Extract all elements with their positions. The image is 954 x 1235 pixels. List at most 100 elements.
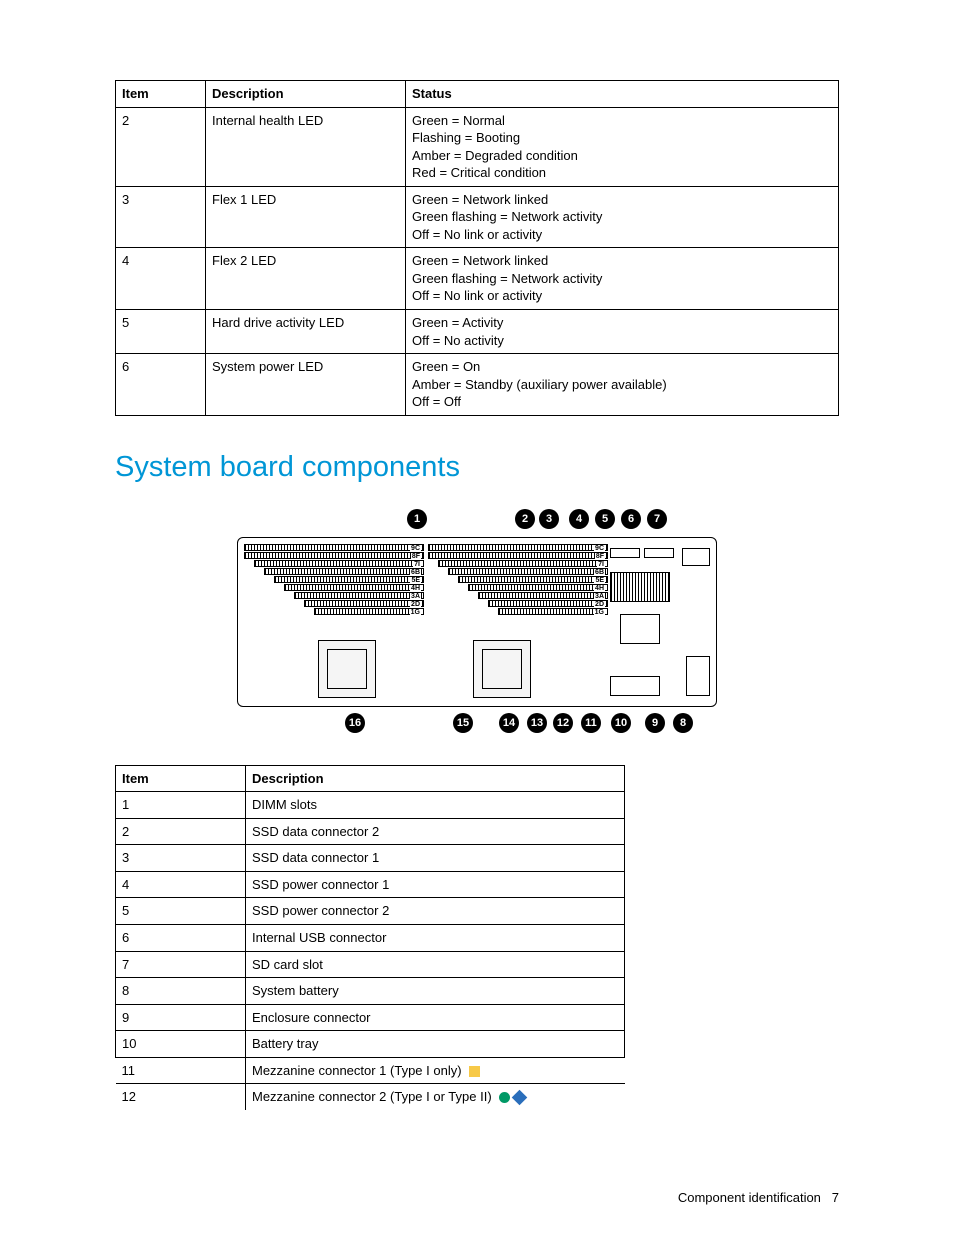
dimm-label: 8F: [595, 553, 605, 560]
callout-5: 5: [595, 509, 615, 529]
dimm-label: 8F: [411, 553, 421, 560]
dimm-slot-row: 2D: [304, 600, 424, 607]
callout-8: 8: [673, 713, 693, 733]
dimm-label: 1G: [594, 609, 605, 616]
table2-header-item: Item: [116, 765, 246, 792]
dimm-slot-row: 4H: [468, 584, 608, 591]
cell-desc: SSD power connector 2: [246, 898, 625, 925]
callout-4: 4: [569, 509, 589, 529]
cell-desc: Internal health LED: [206, 107, 406, 186]
table-row: 6Internal USB connector: [116, 925, 625, 952]
table-row: 5SSD power connector 2: [116, 898, 625, 925]
cell-item: 2: [116, 107, 206, 186]
cell-desc: Hard drive activity LED: [206, 310, 406, 354]
cell-desc: Flex 2 LED: [206, 248, 406, 310]
table-row: 2Internal health LEDGreen = NormalFlashi…: [116, 107, 839, 186]
dimm-slot-row: 2D: [488, 600, 608, 607]
cpu-socket-1: [318, 640, 376, 698]
dimm-slot-row: 4H: [284, 584, 424, 591]
table-row: 11Mezzanine connector 1 (Type I only): [116, 1057, 625, 1084]
cell-desc: System battery: [246, 978, 625, 1005]
dimm-label: 6B: [594, 569, 605, 576]
system-board-diagram: 1234567 9C8F7I6B5E4H3A2D1G 9C8F7I6B5E4H3…: [237, 509, 717, 735]
circle-icon: [499, 1092, 510, 1103]
dimm-label: 6B: [410, 569, 421, 576]
table-row: 1DIMM slots: [116, 792, 625, 819]
dimm-slot-row: 8F: [428, 552, 608, 559]
cell-desc: DIMM slots: [246, 792, 625, 819]
cell-status: Green = NormalFlashing = BootingAmber = …: [406, 107, 839, 186]
dimm-slot-row: 6B: [448, 568, 608, 575]
footer-page: 7: [832, 1190, 839, 1205]
table-row: 2SSD data connector 2: [116, 818, 625, 845]
components-table: Item Description 1DIMM slots 2SSD data c…: [115, 765, 625, 1110]
cell-item: 5: [116, 310, 206, 354]
dimm-slot-row: 1G: [314, 608, 424, 615]
callout-6: 6: [621, 509, 641, 529]
dimm-label: 4H: [594, 585, 605, 592]
table-row: 4Flex 2 LEDGreen = Network linkedGreen f…: [116, 248, 839, 310]
cell-desc: SSD data connector 2: [246, 818, 625, 845]
board-outline: 9C8F7I6B5E4H3A2D1G 9C8F7I6B5E4H3A2D1G: [237, 537, 717, 707]
cell-desc: SD card slot: [246, 951, 625, 978]
table1-header-item: Item: [116, 81, 206, 108]
callout-16: 16: [345, 713, 365, 733]
dimm-label: 9C: [410, 545, 421, 552]
callout-11: 11: [581, 713, 601, 733]
cpu-socket-2: [473, 640, 531, 698]
dimm-label: 5E: [410, 577, 421, 584]
cell-desc: Mezzanine connector 1 (Type I only): [246, 1057, 625, 1084]
dimm-label: 7I: [597, 561, 605, 568]
callout-3: 3: [539, 509, 559, 529]
dimm-label: 3A: [594, 593, 605, 600]
cell-item: 1: [116, 792, 246, 819]
cell-status: Green = Network linkedGreen flashing = N…: [406, 248, 839, 310]
cell-item: 10: [116, 1031, 246, 1058]
cell-item: 12: [116, 1084, 246, 1110]
dimm-slot-row: 9C: [244, 544, 424, 551]
cell-item: 8: [116, 978, 246, 1005]
footer-section: Component identification: [678, 1190, 821, 1205]
cell-status: Green = ActivityOff = No activity: [406, 310, 839, 354]
dimm-slot-row: 1G: [498, 608, 608, 615]
table-row: 12Mezzanine connector 2 (Type I or Type …: [116, 1084, 625, 1110]
cell-desc: System power LED: [206, 354, 406, 416]
dimm-slot-row: 7I: [438, 560, 608, 567]
callout-10: 10: [611, 713, 631, 733]
dimm-label: 2D: [594, 601, 605, 608]
cell-desc: SSD power connector 1: [246, 871, 625, 898]
dimm-slot-row: 5E: [458, 576, 608, 583]
callout-7: 7: [647, 509, 667, 529]
dimm-label: 5E: [594, 577, 605, 584]
cell-item: 4: [116, 871, 246, 898]
dimm-label: 7I: [413, 561, 421, 568]
cell-desc: Flex 1 LED: [206, 186, 406, 248]
cell-item: 3: [116, 186, 206, 248]
table1-header-desc: Description: [206, 81, 406, 108]
table-row: 8System battery: [116, 978, 625, 1005]
callout-9: 9: [645, 713, 665, 733]
table1-header-status: Status: [406, 81, 839, 108]
dimm-slot-row: 3A: [294, 592, 424, 599]
dimm-label: 2D: [410, 601, 421, 608]
cell-item: 2: [116, 818, 246, 845]
table-row: 6System power LEDGreen = OnAmber = Stand…: [116, 354, 839, 416]
diamond-icon: [512, 1090, 528, 1106]
callout-15: 15: [453, 713, 473, 733]
right-connectors-area: [610, 544, 710, 700]
dimm-slot-row: 5E: [274, 576, 424, 583]
callout-14: 14: [499, 713, 519, 733]
callout-2: 2: [515, 509, 535, 529]
callout-12: 12: [553, 713, 573, 733]
cell-item: 6: [116, 925, 246, 952]
cell-desc: Enclosure connector: [246, 1004, 625, 1031]
section-title: System board components: [115, 451, 839, 484]
dimm-label: 3A: [410, 593, 421, 600]
table-row: 3SSD data connector 1: [116, 845, 625, 872]
dimm-slot-row: 6B: [264, 568, 424, 575]
table-row: 4SSD power connector 1: [116, 871, 625, 898]
cell-desc: Mezzanine connector 2 (Type I or Type II…: [246, 1084, 625, 1110]
cell-status: Green = Network linkedGreen flashing = N…: [406, 186, 839, 248]
callout-1: 1: [407, 509, 427, 529]
page-footer: Component identification 7: [678, 1190, 839, 1205]
